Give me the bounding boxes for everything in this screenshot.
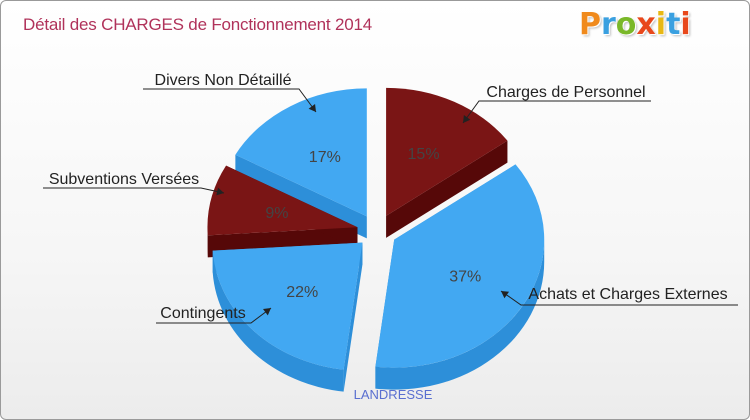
pie-leader-line: [462, 100, 651, 124]
pie-slice-top: [235, 88, 367, 217]
pie-category-label: Achats et Charges Externes: [528, 286, 727, 303]
pie-slice-wall: [386, 140, 508, 238]
logo-letter: t: [666, 7, 681, 42]
pie-leader-line: [143, 88, 317, 113]
logo-letter: P: [579, 7, 601, 42]
pie-slice-top: [386, 87, 508, 216]
pie-slice: [375, 164, 545, 390]
logo-letter: i: [680, 7, 691, 42]
pie-value-label: 15%: [408, 146, 440, 163]
pie-leader-arrow: [501, 291, 510, 299]
logo-letter: o: [615, 7, 637, 42]
pie-leader-arrow: [263, 308, 271, 316]
pie-category-label: Charges de Personnel: [486, 84, 645, 101]
logo-letter: r: [601, 7, 616, 42]
pie-leader-arrow: [216, 187, 224, 196]
pie-slice-top: [207, 165, 358, 236]
pie-slice-side: [212, 250, 344, 392]
pie-leader-arrow: [463, 114, 471, 123]
pie-slice-side: [375, 239, 545, 390]
pie-slices: [207, 87, 545, 392]
pie-leader-arrow: [308, 103, 316, 112]
pie-leader-line: [43, 187, 225, 194]
pie-category-label: Divers Non Détaillé: [155, 72, 292, 89]
pie-slice-top: [212, 242, 363, 370]
pie-leader-line: [156, 307, 272, 324]
pie-slice: [212, 242, 363, 392]
pie-labels: 15% 37% 22% 9% 17% Charges de Personnel Achats…: [43, 72, 738, 324]
pie-value-label: 37%: [449, 268, 481, 285]
pie-category-label: Subventions Versées: [49, 171, 199, 188]
pie-category-label: Contingents: [160, 305, 245, 322]
pie-value-label: 22%: [286, 284, 318, 301]
pie-slice-top: [375, 164, 545, 368]
pie-slice-wall: [343, 242, 363, 392]
proxiti-logo: Proxiti: [579, 7, 691, 42]
location-label: LANDRESSE: [354, 387, 433, 402]
logo-letter: i: [655, 7, 667, 42]
pie-slice: [386, 87, 508, 238]
pie-leader-line: [500, 290, 738, 306]
pie-value-label: 9%: [265, 205, 288, 222]
logo-letter: x: [636, 7, 656, 42]
pie-value-label: 17%: [309, 149, 341, 166]
chart-title: Détail des CHARGES de Fonctionnement 201…: [23, 15, 372, 34]
